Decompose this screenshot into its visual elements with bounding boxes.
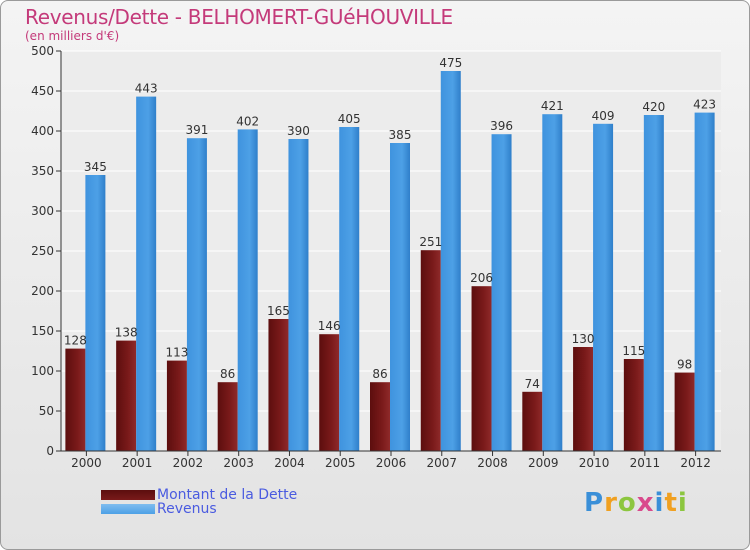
- bar-revenus: [440, 71, 461, 451]
- value-label-revenus: 390: [287, 124, 310, 138]
- value-label-dette: 165: [267, 304, 290, 318]
- value-label-revenus: 423: [693, 98, 716, 112]
- bar-dette: [623, 359, 644, 451]
- value-label-dette: 206: [470, 271, 493, 285]
- bar-dette: [268, 319, 289, 451]
- value-label-dette: 98: [677, 358, 692, 372]
- logo-letter: P: [584, 488, 605, 518]
- y-tick-label: 400: [31, 124, 54, 138]
- legend-swatch-dette: [101, 490, 155, 500]
- bar-dette: [65, 348, 86, 451]
- chart-subtitle: (en milliers d'€): [25, 29, 120, 43]
- x-tick-label: 2011: [630, 456, 661, 470]
- logo-letter: o: [617, 488, 637, 518]
- bar-revenus: [186, 138, 207, 451]
- value-label-revenus: 443: [135, 82, 158, 96]
- bar-dette: [319, 334, 340, 451]
- y-tick-label: 500: [31, 44, 54, 58]
- bar-revenus: [694, 112, 715, 451]
- value-label-dette: 115: [622, 344, 645, 358]
- y-tick-label: 0: [46, 444, 54, 458]
- value-label-dette: 128: [64, 334, 87, 348]
- x-tick-label: 2012: [680, 456, 711, 470]
- x-tick-label: 2008: [477, 456, 508, 470]
- value-label-dette: 130: [572, 332, 595, 346]
- value-label-revenus: 385: [389, 128, 412, 142]
- x-tick-label: 2006: [376, 456, 407, 470]
- legend-label-dette: Montant de la Dette: [157, 487, 298, 503]
- value-label-dette: 113: [165, 346, 188, 360]
- y-tick-label: 300: [31, 204, 54, 218]
- bar-revenus: [593, 123, 614, 452]
- y-tick-label: 450: [31, 84, 54, 98]
- y-tick-label: 100: [31, 364, 54, 378]
- value-label-dette: 74: [525, 377, 540, 391]
- bar-revenus: [288, 139, 309, 451]
- bar-dette: [471, 286, 492, 451]
- bar-revenus: [339, 127, 360, 451]
- x-tick-label: 2004: [274, 456, 305, 470]
- x-tick-label: 2003: [223, 456, 254, 470]
- x-tick-label: 2010: [579, 456, 610, 470]
- bar-revenus: [390, 143, 410, 451]
- value-label-dette: 86: [372, 367, 387, 381]
- value-label-revenus: 409: [592, 109, 615, 123]
- value-label-revenus: 402: [236, 114, 259, 128]
- y-tick-label: 350: [31, 164, 54, 178]
- chart-title: Revenus/Dette - BELHOMERT-GUéHOUVILLE: [25, 5, 453, 29]
- value-label-dette: 251: [419, 235, 442, 249]
- bar-dette: [116, 340, 137, 451]
- legend-item-dette: Montant de la Dette: [101, 487, 297, 503]
- bar-revenus: [85, 175, 106, 451]
- bar-dette: [522, 391, 543, 451]
- bar-dette: [674, 372, 695, 451]
- x-tick-label: 2001: [122, 456, 153, 470]
- y-tick-label: 150: [31, 324, 54, 338]
- value-label-revenus: 391: [185, 123, 208, 137]
- x-tick-label: 2007: [426, 456, 457, 470]
- value-label-revenus: 345: [84, 160, 107, 174]
- value-label-dette: 86: [220, 367, 235, 381]
- value-label-revenus: 396: [490, 119, 513, 133]
- y-tick-label: 200: [31, 284, 54, 298]
- bar-revenus: [491, 134, 512, 451]
- bar-dette: [573, 347, 594, 451]
- bar-dette: [166, 360, 187, 451]
- value-label-revenus: 405: [338, 112, 361, 126]
- value-label-dette: 138: [115, 326, 138, 340]
- legend-label-revenus: Revenus: [157, 501, 217, 517]
- value-label-revenus: 420: [642, 100, 665, 114]
- x-tick-label: 2000: [71, 456, 102, 470]
- proxiti-logo: Proxiti: [584, 488, 688, 518]
- labels: 0 50 100 150 200 250 300 350 400 450 500 128 345 2000…: [31, 44, 716, 470]
- value-label-dette: 146: [318, 319, 341, 333]
- value-label-revenus: 421: [541, 99, 564, 113]
- axes: [56, 50, 721, 456]
- bars: [65, 71, 715, 452]
- y-tick-label: 250: [31, 244, 54, 258]
- logo-letter: i: [677, 488, 688, 518]
- value-label-revenus: 475: [439, 56, 462, 70]
- legend-swatch-revenus: [101, 504, 155, 514]
- logo-letter: x: [636, 488, 655, 518]
- y-tick-label: 50: [39, 404, 54, 418]
- bar-dette: [420, 250, 441, 451]
- bar-dette: [217, 382, 238, 451]
- x-tick-label: 2005: [325, 456, 356, 470]
- logo-letter: r: [604, 488, 618, 518]
- bar-revenus: [643, 115, 664, 451]
- bar-dette: [370, 382, 390, 451]
- logo-letter: i: [654, 488, 665, 518]
- logo-letter: t: [664, 488, 678, 518]
- bar-revenus: [237, 129, 258, 451]
- bar-revenus: [542, 114, 563, 451]
- x-tick-label: 2002: [173, 456, 204, 470]
- legend-item-revenus: Revenus: [101, 501, 217, 517]
- bar-revenus: [136, 96, 157, 451]
- x-tick-label: 2009: [528, 456, 559, 470]
